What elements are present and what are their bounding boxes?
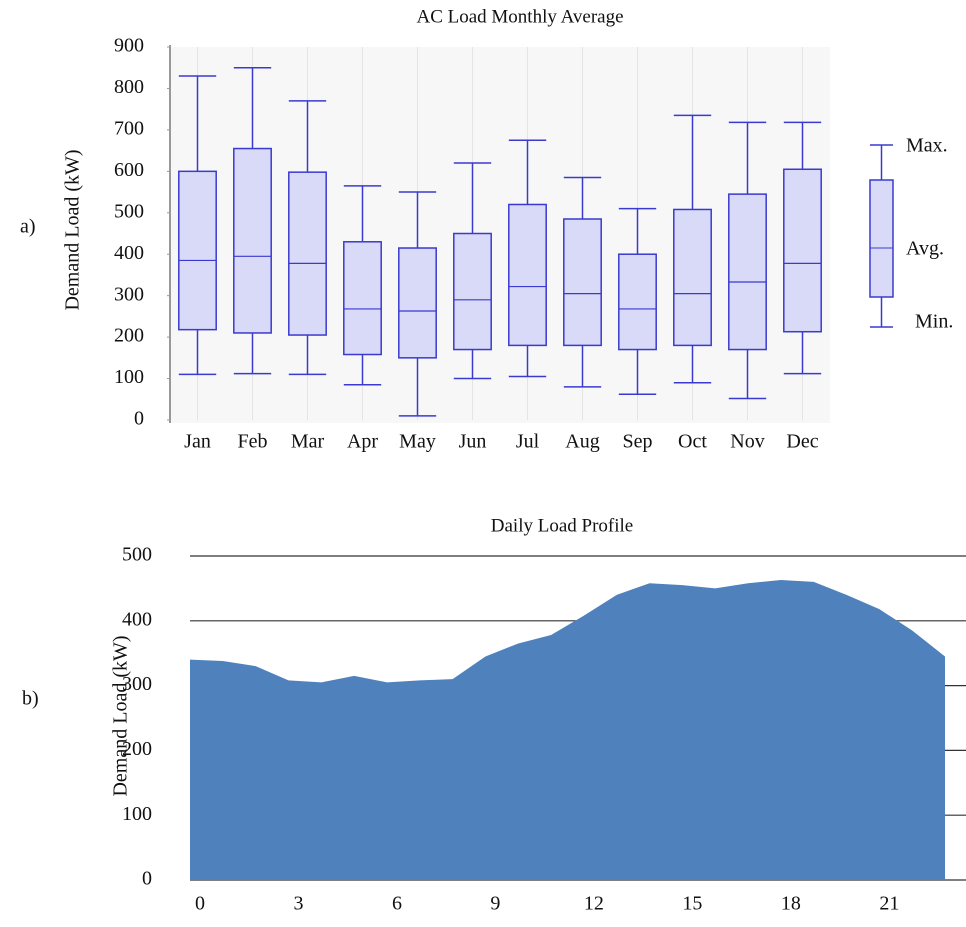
y-tick-label: 800 [114, 76, 144, 98]
x-tick-label: Dec [786, 431, 818, 453]
box [343, 241, 382, 356]
y-tick-label: 200 [114, 325, 144, 347]
box [618, 253, 657, 351]
x-tick-label: Nov [730, 431, 764, 453]
y-tick-label: 500 [122, 544, 152, 566]
x-tick-label: 9 [490, 893, 500, 915]
box [288, 171, 327, 336]
x-tick-label: 0 [195, 893, 205, 915]
legend-label: Max. [906, 135, 948, 157]
box [673, 208, 712, 347]
y-tick-label: 100 [114, 366, 144, 388]
x-tick-label: May [399, 431, 436, 453]
chart-title: AC Load Monthly Average [416, 6, 623, 27]
panel-label: b) [22, 688, 39, 710]
x-tick-label: Sep [623, 431, 653, 453]
x-tick-label: Jun [459, 431, 487, 453]
y-tick-label: 0 [134, 408, 144, 430]
x-tick-label: Jan [184, 431, 211, 453]
box [563, 218, 602, 347]
box [728, 193, 767, 351]
x-tick-label: Apr [347, 431, 378, 453]
x-tick-label: Jul [516, 431, 540, 453]
y-tick-label: 300 [114, 283, 144, 305]
y-tick-label: 100 [122, 803, 152, 825]
chart-title: Daily Load Profile [491, 515, 633, 536]
y-tick-label: 600 [114, 159, 144, 181]
x-tick-label: 18 [781, 893, 801, 915]
legend: Max. Avg. Min. [869, 135, 953, 333]
y-tick-label: 500 [114, 200, 144, 222]
x-tick-label: 12 [584, 893, 604, 915]
box [178, 170, 217, 331]
y-tick-label: 900 [114, 35, 144, 57]
y-tick-label: 400 [114, 242, 144, 264]
plot-background [170, 47, 830, 423]
x-tick-label: 21 [879, 893, 899, 915]
area [190, 579, 945, 880]
panel-label: a) [20, 216, 36, 238]
y-tick-label: 200 [122, 738, 152, 760]
x-tick-label: 15 [682, 893, 702, 915]
box [453, 232, 492, 351]
legend-label: Min. [915, 311, 953, 333]
x-tick-label: Aug [565, 431, 599, 453]
y-tick-label: 700 [114, 117, 144, 139]
box [398, 247, 437, 359]
y-tick-label: 300 [122, 673, 152, 695]
legend-label: Avg. [906, 238, 944, 260]
y-tick-label: 400 [122, 608, 152, 630]
y-axis-label: Demand Load (kW) [110, 635, 132, 796]
y-tick-label: 0 [142, 868, 152, 890]
box [233, 147, 272, 334]
x-tick-label: 3 [293, 893, 303, 915]
x-tick-label: Oct [678, 431, 707, 453]
x-tick-label: 6 [392, 893, 402, 915]
legend-box [869, 179, 894, 298]
box [508, 203, 547, 347]
y-axis-label: Demand Load (kW) [62, 149, 84, 310]
box [783, 168, 822, 333]
x-tick-label: Mar [291, 431, 325, 453]
x-tick-label: Feb [238, 431, 268, 453]
